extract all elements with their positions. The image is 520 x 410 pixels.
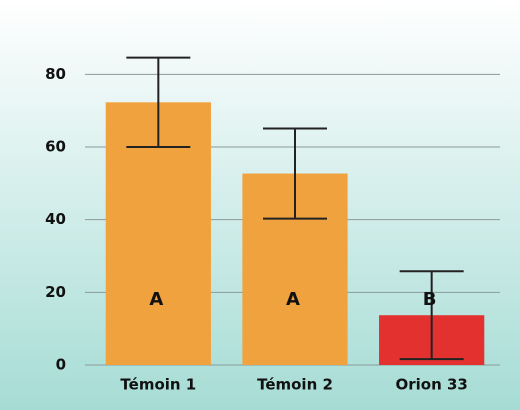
x-tick-label: Orion 33 <box>395 376 467 394</box>
y-tick-label: 40 <box>45 210 66 228</box>
error-bar <box>263 127 327 220</box>
y-tick-label: 80 <box>45 65 66 83</box>
error-bar <box>399 270 464 361</box>
x-tick-label: Témoin 1 <box>120 376 196 394</box>
y-tick-label: 20 <box>45 283 66 301</box>
significance-letter: B <box>423 289 437 310</box>
error-bar <box>126 56 191 148</box>
y-tick-label: 60 <box>45 138 66 156</box>
x-tick-label: Témoin 2 <box>257 376 333 394</box>
significance-letter: A <box>149 289 163 310</box>
significance-letter: A <box>286 289 300 310</box>
y-tick-label: 0 <box>56 356 66 374</box>
